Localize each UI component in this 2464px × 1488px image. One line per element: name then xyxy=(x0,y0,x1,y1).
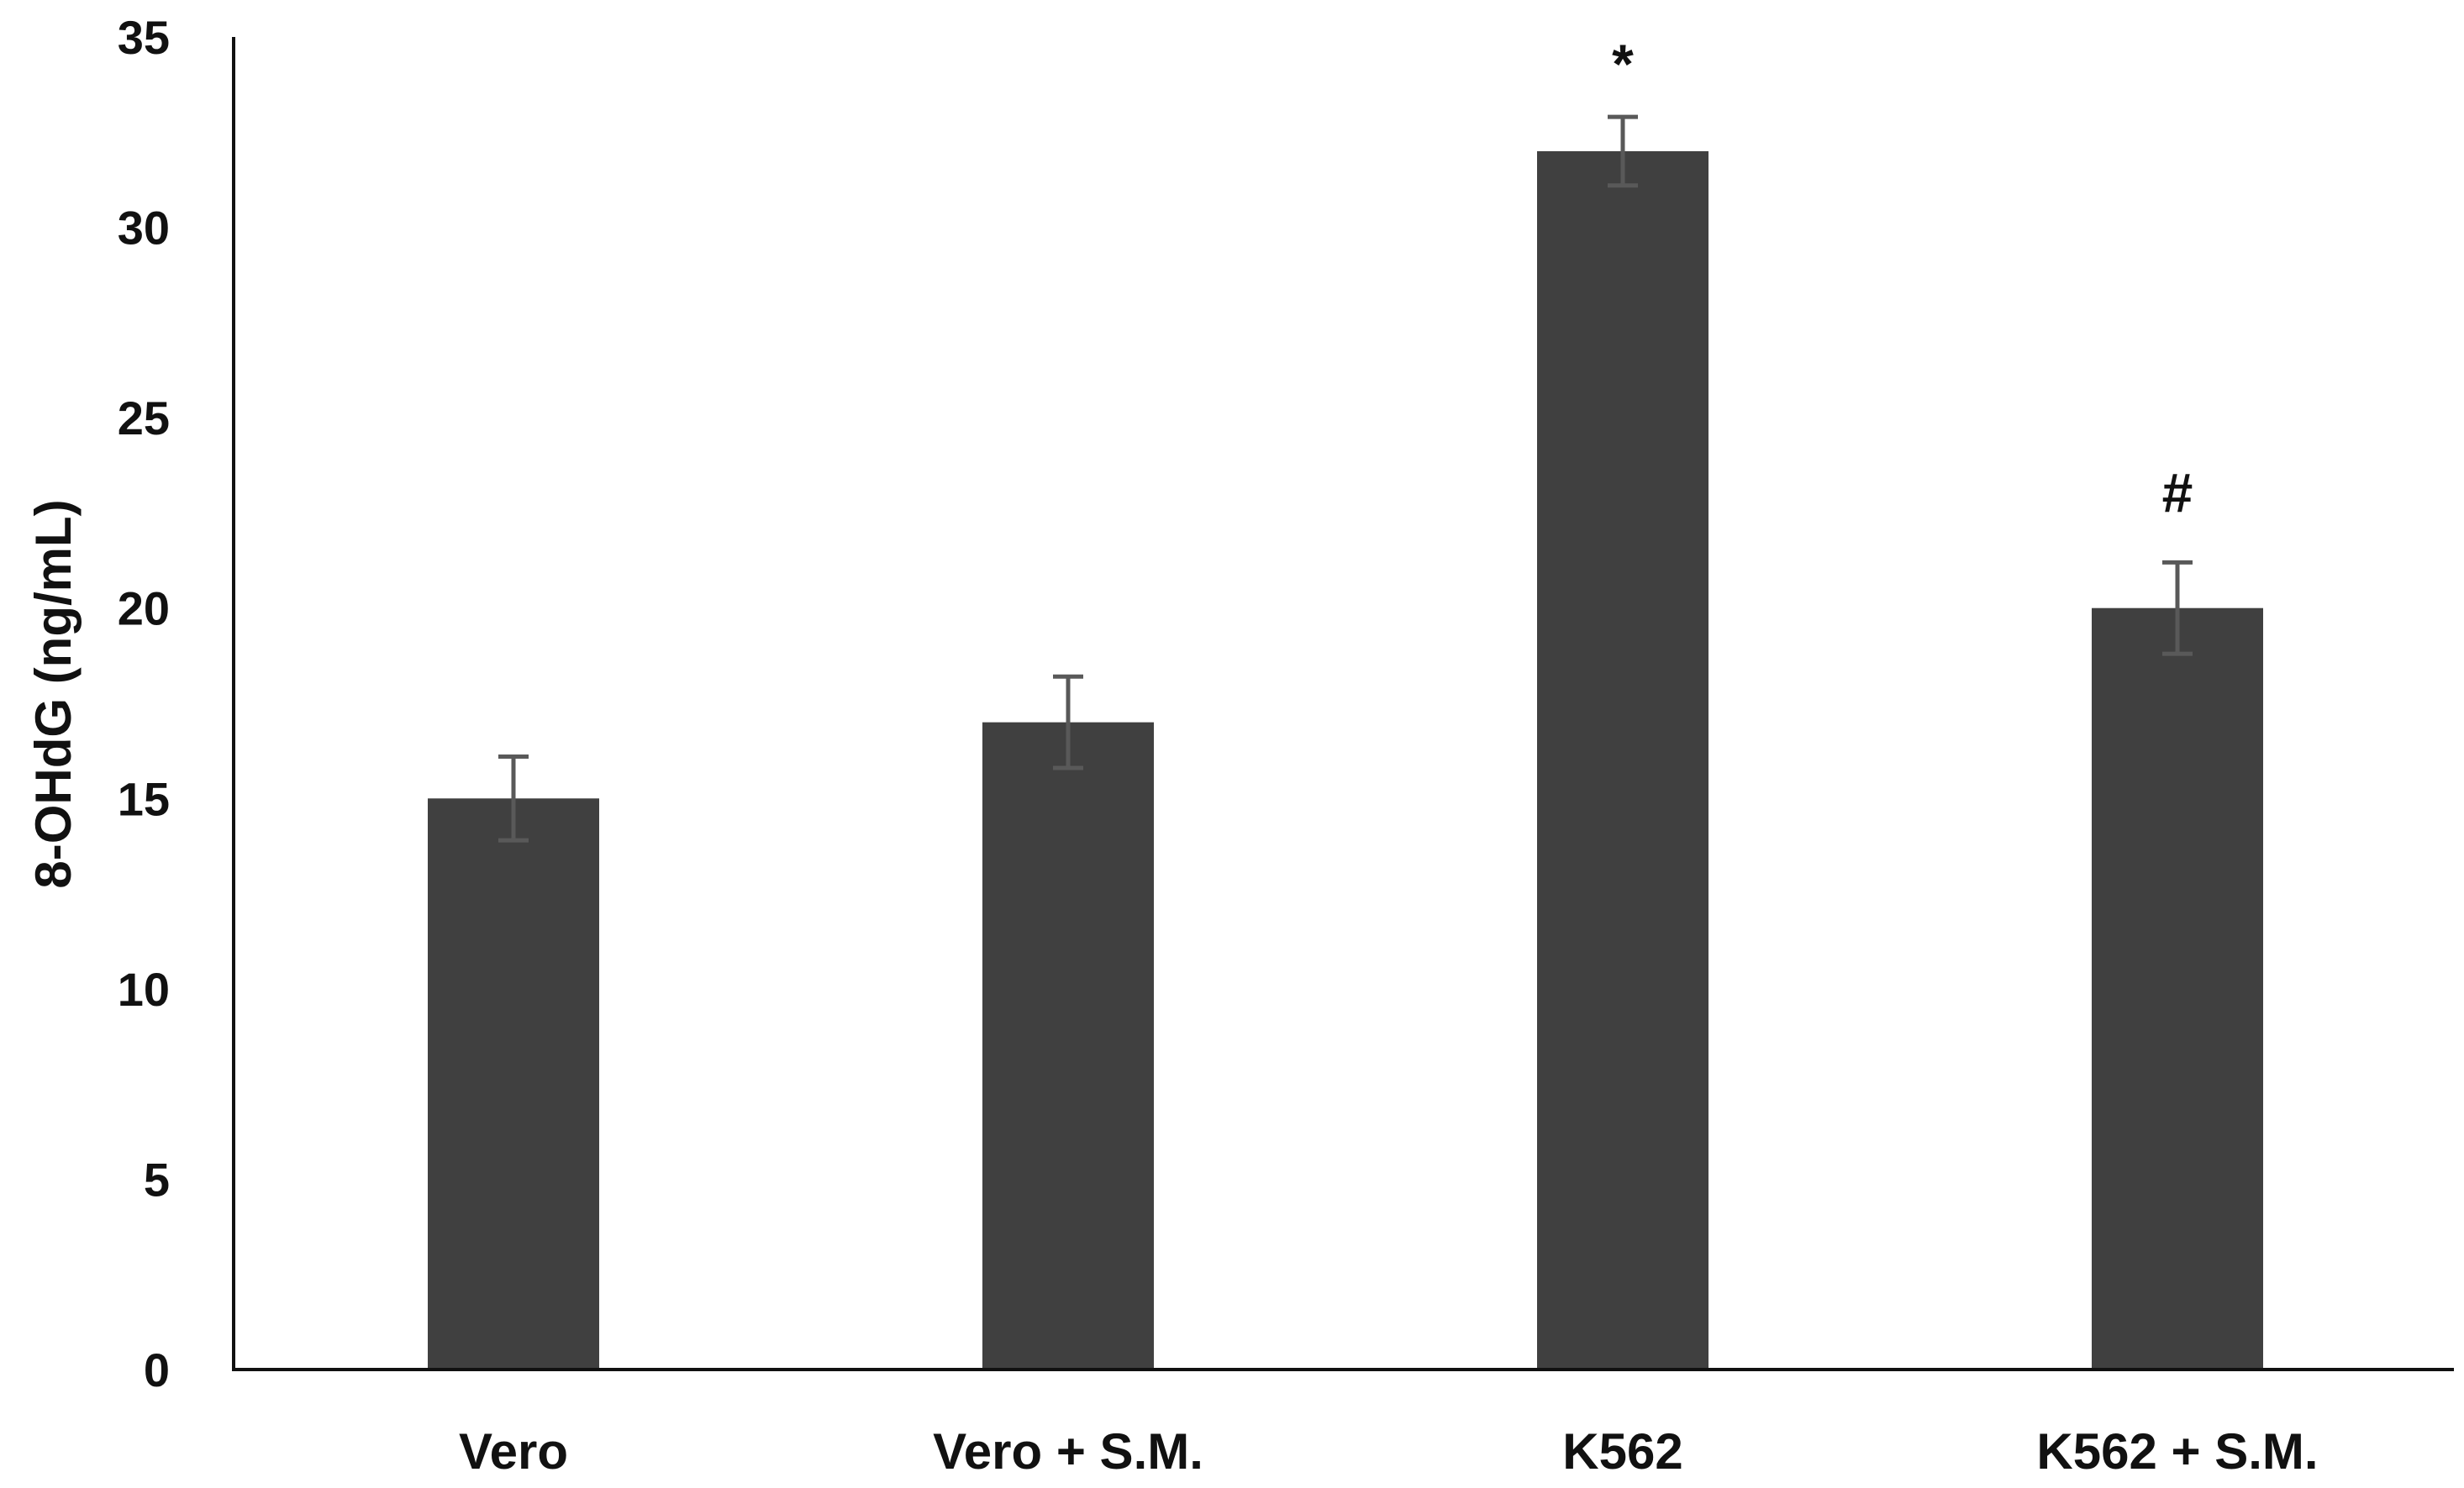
y-tick-label: 10 xyxy=(118,963,170,1016)
y-tick-label: 35 xyxy=(118,11,170,64)
x-axis-labels: Vero Vero + S.M. K562 K562 + S.M. xyxy=(459,1423,2319,1480)
y-axis-title: 8-OHdG (ng/mL) xyxy=(25,499,82,888)
error-bar xyxy=(498,754,529,843)
y-tick-label: 5 xyxy=(144,1153,170,1206)
error-bars xyxy=(498,114,2193,843)
bar xyxy=(1537,150,1708,1370)
y-tick-label: 15 xyxy=(118,772,170,825)
significance-marker: * xyxy=(1612,33,1634,95)
x-category-label: K562 + S.M. xyxy=(2036,1423,2318,1480)
significance-marker: # xyxy=(2162,461,2193,523)
error-bar xyxy=(2162,560,2193,656)
error-bar xyxy=(1053,674,1083,770)
bar xyxy=(428,798,599,1370)
y-tick-label: 30 xyxy=(118,202,170,255)
x-category-label: Vero xyxy=(459,1423,568,1480)
error-bar xyxy=(1608,114,1638,188)
x-category-label: Vero + S.M. xyxy=(933,1423,1203,1480)
y-tick-label: 25 xyxy=(118,392,170,444)
y-axis-ticks: 0 5 10 15 20 25 30 35 xyxy=(118,11,170,1396)
x-category-label: K562 xyxy=(1562,1423,1682,1480)
y-tick-label: 20 xyxy=(118,582,170,635)
bars xyxy=(428,150,2263,1370)
bar xyxy=(982,722,1154,1370)
significance-annotations: *# xyxy=(1612,33,2193,523)
bar xyxy=(2092,607,2263,1370)
y-tick-label: 0 xyxy=(144,1343,170,1396)
